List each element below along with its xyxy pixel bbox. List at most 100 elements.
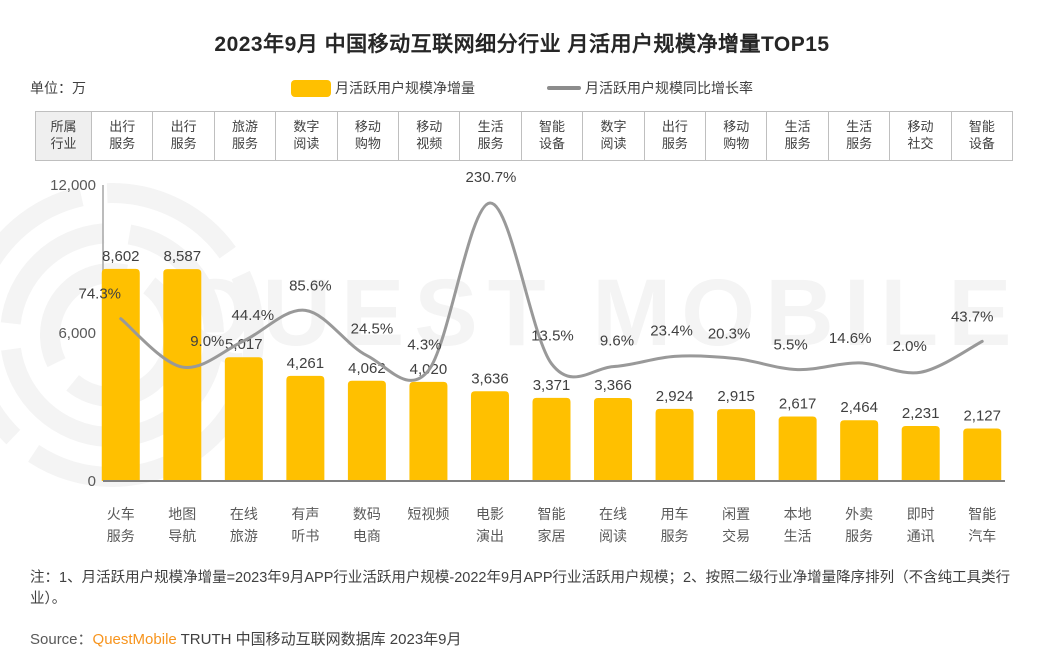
growth-point-label: 24.5% xyxy=(351,321,394,338)
bar xyxy=(532,397,571,481)
chart-legend: 月活跃用户规模净增量 月活跃用户规模同比增长率 xyxy=(0,78,1044,98)
growth-point-label: 9.0% xyxy=(190,333,224,350)
growth-point-label: 74.3% xyxy=(78,286,121,303)
category-label: 演出 xyxy=(476,528,504,544)
bar xyxy=(347,380,386,481)
line-swatch-icon xyxy=(547,86,581,90)
category-label: 电商 xyxy=(353,528,381,544)
industry-cell: 移动 购物 xyxy=(706,112,768,160)
bar-value-label: 2,464 xyxy=(840,399,878,416)
category-label: 服务 xyxy=(107,528,135,544)
growth-point-label: 230.7% xyxy=(466,169,517,186)
bar xyxy=(163,269,202,481)
watermark-text: QUEST MOBILE xyxy=(178,260,1021,366)
category-label: 旅游 xyxy=(230,528,258,544)
industry-cell: 生活 服务 xyxy=(460,112,522,160)
legend-line-label: 月活跃用户规模同比增长率 xyxy=(585,80,753,96)
category-label: 汽车 xyxy=(968,528,996,544)
category-label: 智能 xyxy=(968,506,996,522)
legend-item-bar: 月活跃用户规模净增量 xyxy=(291,78,475,98)
growth-point-label: 14.6% xyxy=(829,330,872,347)
chart-area: QUEST MOBILE 0 6,000 12,000 8,602 8,587 5,017 4… xyxy=(0,162,1044,562)
page-title: 2023年9月 中国移动互联网细分行业 月活用户规模净增量TOP15 xyxy=(214,33,830,56)
source-line: Source：QuestMobile TRUTH 中国移动互联网数据库 2023… xyxy=(30,628,462,649)
industry-cell: 数字 阅读 xyxy=(276,112,338,160)
y-tick-label: 0 xyxy=(88,473,96,490)
bar-value-label: 2,231 xyxy=(902,405,940,422)
bar xyxy=(286,375,325,481)
industry-cell: 移动 视频 xyxy=(399,112,461,160)
category-label: 交易 xyxy=(722,528,750,544)
source-rest: TRUTH 中国移动互联网数据库 2023年9月 xyxy=(176,631,462,648)
growth-point-label: 23.4% xyxy=(650,322,693,339)
growth-point-label: 4.3% xyxy=(407,337,441,354)
bar xyxy=(963,428,1002,481)
bar-value-label: 2,915 xyxy=(717,388,755,405)
bar-value-label: 2,617 xyxy=(779,395,817,412)
industry-cell: 智能 设备 xyxy=(968,119,995,151)
bar xyxy=(778,416,817,481)
industry-cell: 移动 社交 xyxy=(890,112,952,160)
y-tick-label: 12,000 xyxy=(50,177,96,194)
category-label: 短视频 xyxy=(407,506,449,522)
industry-cell: 移动 购物 xyxy=(338,112,400,160)
growth-point-label: 20.3% xyxy=(708,326,751,343)
industry-header-row: 所属 行业 出行 服务 出行 服务 旅游 服务 数字 阅读 移动 购物 移动 视频 生活 服务 智能 设备 数字 阅读… xyxy=(35,111,1013,161)
growth-point-label: 43.7% xyxy=(951,308,994,325)
industry-cell: 出行 服务 xyxy=(153,112,215,160)
bar xyxy=(224,357,263,481)
growth-point-label: 13.5% xyxy=(531,328,574,345)
y-tick-label: 6,000 xyxy=(58,325,96,342)
bar xyxy=(901,425,940,481)
category-label: 导航 xyxy=(168,528,196,544)
bar xyxy=(840,420,879,481)
legend-item-line: 月活跃用户规模同比增长率 xyxy=(547,78,753,98)
category-label: 在线 xyxy=(230,506,258,522)
category-label: 服务 xyxy=(845,528,873,544)
category-label: 即时 xyxy=(907,506,935,522)
bar-swatch-icon xyxy=(291,79,331,97)
combo-chart: QUEST MOBILE 0 6,000 12,000 8,602 8,587 5,017 4… xyxy=(0,169,1021,544)
category-label: 闲置 xyxy=(722,506,750,522)
source-brand: QuestMobile xyxy=(92,631,177,648)
category-label: 服务 xyxy=(661,528,689,544)
category-label: 通讯 xyxy=(907,528,935,544)
bar xyxy=(717,409,756,481)
category-label: 家居 xyxy=(538,528,566,544)
bar-value-label: 4,261 xyxy=(287,355,325,372)
category-label: 数码 xyxy=(353,506,381,522)
industry-cell: 出行 服务 xyxy=(645,112,707,160)
category-label: 地图 xyxy=(168,506,196,522)
category-label: 在线 xyxy=(599,506,627,522)
category-label: 智能 xyxy=(538,506,566,522)
bar-value-label: 3,366 xyxy=(594,377,632,394)
growth-point-label: 44.4% xyxy=(232,307,275,324)
bar xyxy=(409,381,448,481)
bar-value-label: 5,017 xyxy=(225,336,263,353)
bar-value-label: 2,924 xyxy=(656,388,694,405)
bar-value-label: 3,636 xyxy=(471,370,509,387)
category-label: 生活 xyxy=(784,528,812,544)
industry-cell: 数字 阅读 xyxy=(583,112,645,160)
unit-label: 单位：万 xyxy=(30,80,86,96)
bar-value-label: 4,062 xyxy=(348,360,386,377)
category-label: 电影 xyxy=(476,506,504,522)
industry-cell: 出行 服务 xyxy=(92,112,154,160)
bar xyxy=(101,268,140,481)
category-label: 听书 xyxy=(291,528,319,544)
category-label: 用车 xyxy=(661,506,689,522)
bar xyxy=(655,408,694,481)
bar xyxy=(470,391,509,481)
industry-cell: 生活 服务 xyxy=(767,112,829,160)
growth-line xyxy=(119,201,984,382)
industry-cell: 智能 设备 xyxy=(522,112,584,160)
category-label: 阅读 xyxy=(599,528,627,544)
category-label: 外卖 xyxy=(845,506,873,522)
footnote: 注：1、月活跃用户规模净增量=2023年9月APP行业活跃用户规模-2022年9… xyxy=(30,570,1011,608)
category-label: 火车 xyxy=(107,506,135,522)
growth-point-label: 85.6% xyxy=(289,277,332,294)
industry-cell: 生活 服务 xyxy=(829,112,891,160)
watermark-rings-icon xyxy=(0,223,224,447)
category-label: 本地 xyxy=(784,506,812,522)
